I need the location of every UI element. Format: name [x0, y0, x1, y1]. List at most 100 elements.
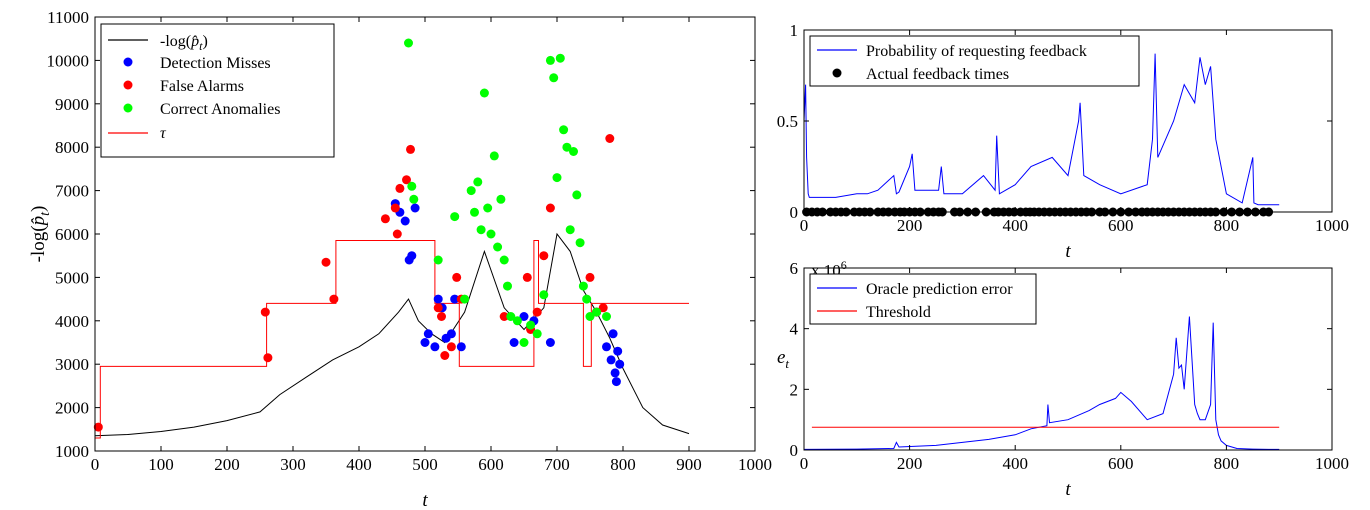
- legend-swatch-false-alarms: [123, 80, 133, 90]
- left-marker-detection-misses: [433, 294, 443, 304]
- left-legend-box: [100, 23, 335, 158]
- left-marker-correct-anomalies: [582, 294, 592, 304]
- left-marker-detection-misses: [430, 342, 440, 352]
- left-xtick-label: 200: [214, 455, 240, 474]
- left-marker-detection-misses: [608, 329, 618, 339]
- left-marker-false-alarms: [263, 353, 273, 363]
- left-marker-false-alarms: [93, 422, 103, 432]
- legend-swatch-correct: [123, 103, 133, 113]
- left-plot-area: [93, 38, 690, 439]
- left-marker-correct-anomalies: [470, 207, 479, 217]
- left-marker-false-alarms: [321, 257, 331, 267]
- left-marker-detection-misses: [410, 203, 420, 213]
- legend-label-correct: Correct Anomalies: [160, 101, 280, 118]
- left-ytick-label: 9000: [55, 95, 89, 114]
- bottom-right-ytick-label: 0: [790, 441, 799, 460]
- left-ytick-label: 2000: [55, 399, 89, 418]
- left-marker-detection-misses: [400, 216, 410, 226]
- top-right-xtick-label: 400: [1002, 216, 1028, 235]
- left-ytick-label: 5000: [55, 268, 89, 287]
- left-marker-correct-anomalies: [450, 212, 460, 222]
- left-ytick-label: 4000: [55, 312, 89, 331]
- left-marker-false-alarms: [585, 272, 595, 282]
- left-ytick-label: 3000: [55, 355, 89, 374]
- left-marker-correct-anomalies: [496, 194, 506, 204]
- left-marker-correct-anomalies: [562, 142, 572, 152]
- top-right-xtick-label: 200: [897, 216, 923, 235]
- legend-swatch-misses: [123, 57, 133, 67]
- left-marker-correct-anomalies: [569, 147, 578, 156]
- legend-swatch-feedback: [832, 68, 842, 78]
- left-series-log-p-t: [94, 232, 690, 437]
- left-marker-correct-anomalies: [489, 151, 499, 161]
- left-marker-correct-anomalies: [545, 55, 555, 65]
- left-xtick-label: 300: [280, 455, 306, 474]
- left-marker-correct-anomalies: [539, 290, 549, 300]
- legend-label-false-alarms: False Alarms: [160, 78, 244, 95]
- left-marker-false-alarms: [329, 294, 339, 304]
- left-marker-correct-anomalies: [503, 281, 512, 291]
- bottom-right-xtick-label: 600: [1108, 454, 1134, 473]
- left-marker-detection-misses: [610, 368, 620, 378]
- left-chart: 0 100 200 300 400 500 600 700 800 900 1000 1000 2000…: [28, 8, 772, 510]
- left-marker-detection-misses: [450, 294, 460, 304]
- bottom-right-ytick-label: 4: [790, 320, 799, 339]
- left-xtick-label: 0: [91, 455, 100, 474]
- left-marker-correct-anomalies: [572, 190, 582, 200]
- left-marker-correct-anomalies: [526, 320, 536, 330]
- left-marker-false-alarms: [437, 312, 446, 321]
- left-xtick-label: 600: [478, 455, 504, 474]
- left-ytick-label: 8000: [55, 138, 89, 157]
- left-marker-false-alarms: [406, 144, 415, 154]
- legend-label-oracle: Oracle prediction error: [866, 281, 1013, 298]
- left-marker-false-alarms: [395, 183, 405, 193]
- left-xtick-label: 400: [346, 455, 372, 474]
- bottom-right-legend-box: [809, 273, 1037, 325]
- left-marker-detection-misses: [446, 329, 456, 339]
- top-right-xtick-label: 0: [800, 216, 809, 235]
- left-marker-false-alarms: [539, 251, 549, 261]
- top-right-ytick-label: 0.5: [777, 112, 798, 131]
- left-marker-correct-anomalies: [575, 238, 585, 248]
- left-marker-detection-misses: [423, 329, 433, 339]
- left-marker-correct-anomalies: [486, 229, 496, 239]
- left-xtick-label: 700: [544, 455, 570, 474]
- left-marker-false-alarms: [433, 303, 443, 313]
- left-marker-false-alarms: [392, 229, 402, 239]
- left-marker-correct-anomalies: [512, 316, 522, 326]
- left-marker-correct-anomalies: [559, 125, 569, 135]
- left-marker-false-alarms: [440, 351, 450, 360]
- left-marker-correct-anomalies: [506, 312, 516, 321]
- top-right-chart: 0 200 400 600 800 1000 0 0.5 1 t Probability of …: [777, 21, 1349, 262]
- left-marker-correct-anomalies: [552, 173, 562, 183]
- bottom-right-y-axis-label: et: [777, 347, 789, 371]
- left-marker-correct-anomalies: [473, 177, 483, 187]
- left-marker-detection-misses: [613, 346, 623, 356]
- bottom-right-xtick-label: 400: [1002, 454, 1028, 473]
- left-marker-false-alarms: [452, 272, 462, 282]
- left-ytick-label: 1000: [55, 442, 89, 461]
- bottom-right-plot-area: [803, 316, 1280, 450]
- left-marker-correct-anomalies: [555, 53, 565, 63]
- left-marker-correct-anomalies: [483, 203, 493, 213]
- left-marker-false-alarms: [260, 307, 270, 317]
- left-ytick-label: 7000: [55, 182, 89, 201]
- legend-label-neglog: -log(p̂t): [160, 33, 208, 53]
- left-series-: [95, 240, 689, 439]
- left-marker-correct-anomalies: [460, 294, 470, 304]
- left-xtick-label: 1000: [738, 455, 772, 474]
- top-right-legend-box: [809, 35, 1140, 87]
- top-right-tick-labels: 0 200 400 600 800 1000 0 0.5 1: [777, 21, 1349, 235]
- left-x-axis-label: t: [422, 490, 428, 510]
- legend-label-tau: τ: [160, 125, 167, 142]
- top-right-legend: Probability of requesting feedback Actua…: [809, 35, 1140, 87]
- top-right-xtick-label: 600: [1108, 216, 1134, 235]
- left-marker-correct-anomalies: [592, 307, 602, 317]
- left-marker-detection-misses: [611, 377, 621, 387]
- top-right-ytick-label: 0: [790, 203, 799, 222]
- left-marker-detection-misses: [407, 251, 417, 261]
- left-ytick-label: 6000: [55, 225, 89, 244]
- legend-label-probability: Probability of requesting feedback: [866, 43, 1087, 60]
- left-marker-detection-misses: [545, 338, 555, 347]
